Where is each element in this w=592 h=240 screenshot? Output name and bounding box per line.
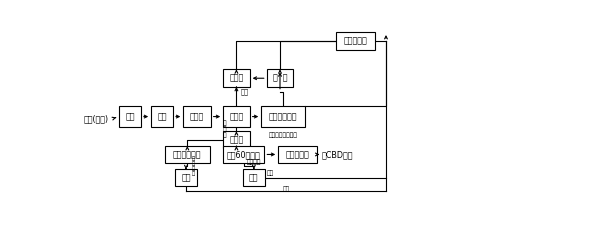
Text: 溶剂: 溶剂 [267,170,275,176]
Bar [151,106,173,127]
Bar [223,69,250,87]
Text: 脱度60混合液: 脱度60混合液 [227,150,260,159]
Text: 浓缩蒸发器: 浓缩蒸发器 [286,150,310,159]
Text: 分离器: 分离器 [229,135,243,144]
Bar [243,169,265,186]
Bar [267,69,293,87]
Text: 冷凝: 冷凝 [249,173,259,182]
Text: 连续式蒸发器: 连续式蒸发器 [173,150,201,159]
Bar [119,106,141,127]
Bar [165,146,210,163]
Text: 混
合
液: 混 合 液 [223,120,227,138]
Text: 炭干: 炭干 [126,112,135,121]
Text: 浸出器: 浸出器 [229,112,243,121]
Bar [223,146,265,163]
Bar [175,169,197,186]
Text: 冷凝: 冷凝 [181,173,191,182]
Bar [278,146,317,163]
Bar [183,106,211,127]
Text: 粉碎: 粉碎 [157,112,167,121]
Text: 溶
剂
气
体: 溶 剂 气 体 [192,156,195,176]
Text: 肥料、饲料添加料: 肥料、饲料添加料 [269,132,298,138]
Text: 存料箱: 存料箱 [190,112,204,121]
Text: 溶剂: 溶剂 [282,187,289,192]
Text: 循环溶剂罐: 循环溶剂罐 [343,36,367,45]
Bar [261,106,305,127]
Text: 原料(花叶): 原料(花叶) [83,114,108,123]
Text: 冷  凝: 冷 凝 [273,74,287,83]
Bar [223,106,250,127]
Text: 溶剂气体: 溶剂气体 [247,159,261,165]
Bar [223,131,250,148]
Text: 废水: 废水 [241,88,249,95]
Text: 薄花叶蒸脱器: 薄花叶蒸脱器 [269,112,297,121]
Bar [336,32,375,50]
Text: 分水器: 分水器 [229,74,243,83]
Text: 含CBD浸膏: 含CBD浸膏 [322,150,353,159]
